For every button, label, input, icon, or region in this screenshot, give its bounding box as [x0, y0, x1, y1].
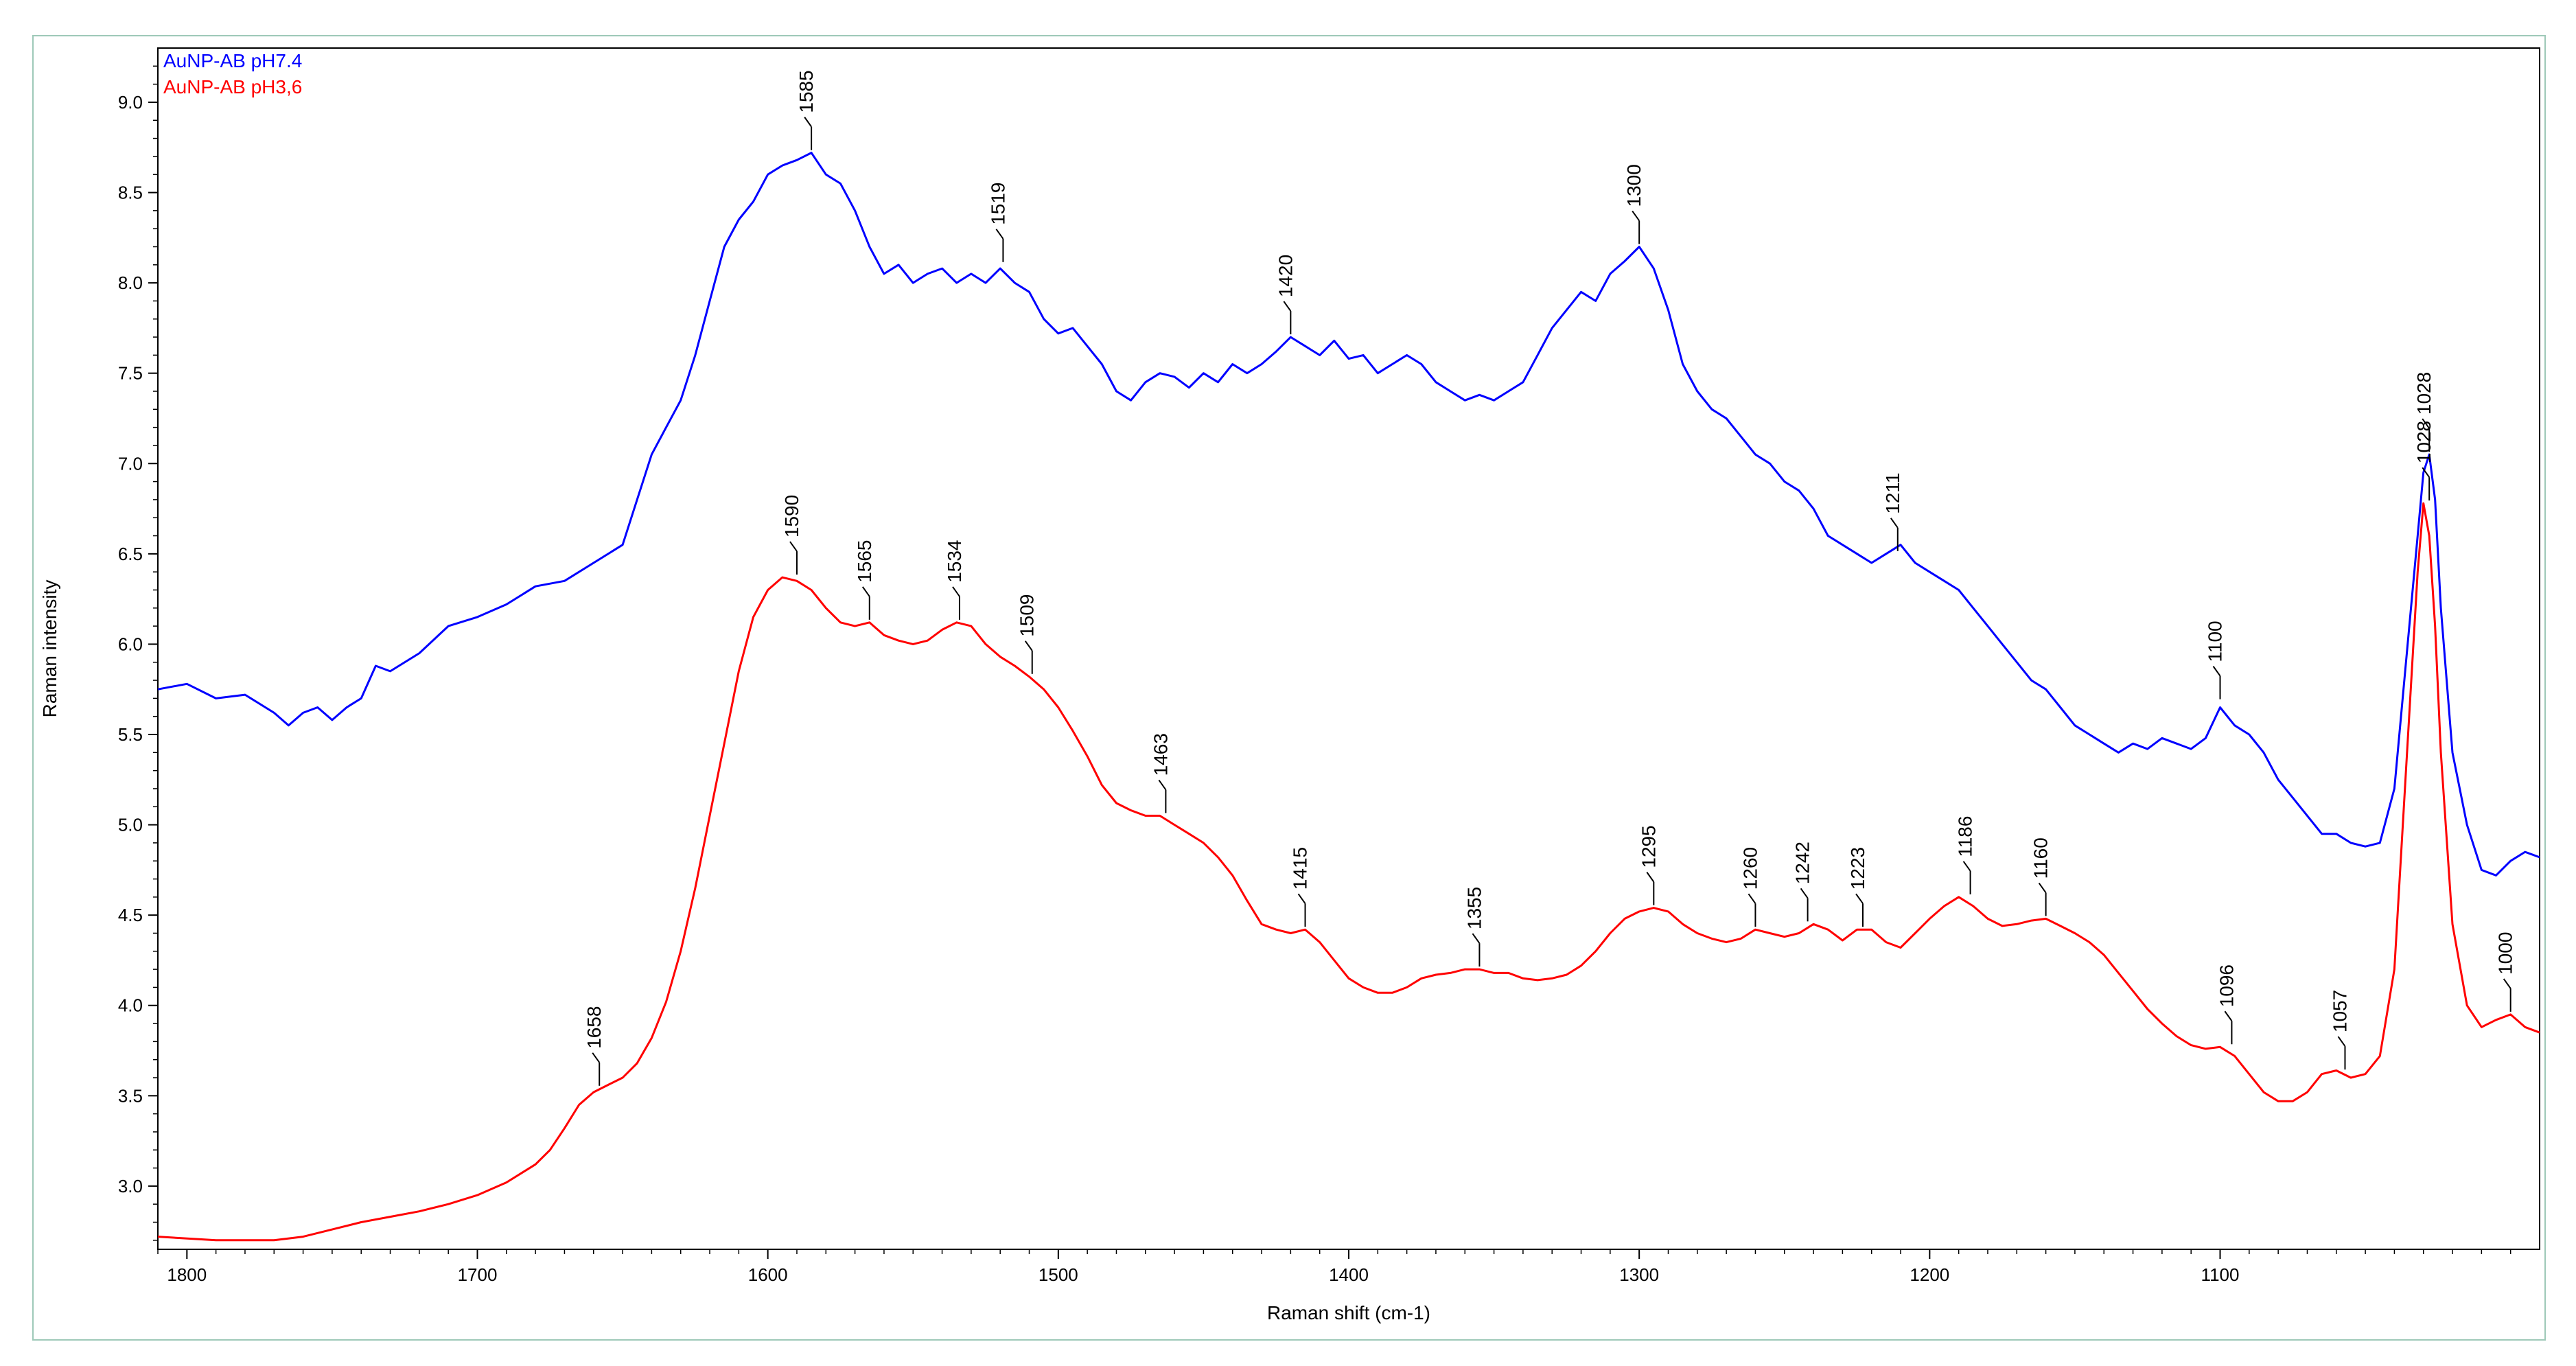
y-tick-label: 7.5: [118, 363, 143, 384]
peak-label: 1509: [1017, 594, 1038, 637]
peak-label: 1534: [944, 540, 965, 583]
series-line-1: [157, 152, 2540, 877]
peak-label: 1415: [1290, 847, 1311, 890]
x-tick-label: 1800: [167, 1264, 207, 1285]
x-tick-label: 1400: [1329, 1264, 1369, 1285]
y-axis: 3.0 3.5 4.0 4.5 5.0 5.5 6.0 6.5 7.0 7.5 8.0 8.5 9.0: [118, 65, 158, 1241]
peak-annotation: 1100: [2205, 621, 2226, 699]
peak-label: 1519: [987, 183, 1008, 225]
peak-annotation: 1028: [2413, 421, 2435, 501]
peak-label: 1096: [2216, 964, 2237, 1007]
peak-label: 1590: [781, 495, 802, 537]
x-axis-title: Raman shift (cm-1): [1267, 1302, 1430, 1323]
y-tick-label: 9.0: [118, 92, 143, 113]
peak-annotation: 1519: [987, 183, 1008, 262]
y-tick-label: 3.0: [118, 1176, 143, 1196]
peak-annotation: 1160: [2030, 837, 2052, 916]
y-tick-label: 5.0: [118, 815, 143, 835]
series-line-2: [157, 502, 2540, 1242]
peak-annotation: 1509: [1017, 594, 1038, 674]
plot-area: [157, 47, 2540, 1250]
peak-annotation: 1223: [1847, 847, 1868, 927]
peak-annotation: 1057: [2330, 990, 2351, 1070]
y-tick-label: 5.5: [118, 724, 143, 745]
peak-label: 1223: [1847, 847, 1868, 890]
peak-annotation: 1295: [1638, 825, 1659, 905]
peak-label: 1565: [854, 540, 875, 583]
peak-annotation: 1463: [1150, 733, 1171, 813]
peak-label: 1300: [1623, 164, 1645, 207]
peak-label: 1057: [2330, 990, 2351, 1032]
peak-annotation: 1028: [2413, 372, 2435, 452]
peak-annotation: 1585: [796, 70, 817, 150]
y-tick-label: 7.0: [118, 453, 143, 474]
y-tick-label: 6.5: [118, 544, 143, 564]
peak-annotation: 1565: [854, 540, 875, 620]
legend: AuNP-AB pH7.4 AuNP-AB pH3,6: [163, 50, 302, 97]
x-tick-label: 1500: [1038, 1264, 1078, 1285]
peak-annotation: 1096: [2216, 964, 2237, 1045]
x-axis: 1800 1700 1600 1500 1400 1300 1200 1100: [157, 1249, 2511, 1285]
peak-label: 1355: [1463, 887, 1485, 929]
peak-label: 1420: [1275, 255, 1296, 297]
x-tick-label: 1700: [458, 1264, 498, 1285]
peak-label: 1260: [1739, 847, 1761, 890]
peak-annotation: 1260: [1739, 847, 1761, 927]
peak-annotation: 1242: [1792, 842, 1813, 922]
series-layer: [157, 152, 2540, 1242]
peak-label: 1028: [2413, 372, 2435, 415]
peak-annotation: 1000: [2495, 932, 2516, 1012]
x-tick-label: 1200: [1910, 1264, 1949, 1285]
peak-annotation: 1590: [781, 495, 802, 575]
legend-entry-1: AuNP-AB pH7.4: [163, 50, 302, 71]
peak-annotation: 1420: [1275, 255, 1296, 335]
x-tick-label: 1300: [1619, 1264, 1659, 1285]
peak-label: 1242: [1792, 842, 1813, 884]
peak-annotation: 1300: [1623, 164, 1645, 244]
y-axis-title: Raman intensity: [39, 580, 60, 718]
peak-annotation: 1186: [1955, 816, 1976, 894]
y-tick-label: 8.5: [118, 183, 143, 203]
peak-annotation: 1211: [1882, 473, 1903, 551]
y-tick-label: 3.5: [118, 1085, 143, 1106]
peak-label: 1000: [2495, 932, 2516, 975]
peak-label: 1211: [1882, 473, 1903, 514]
x-tick-label: 1100: [2201, 1264, 2240, 1285]
peak-annotation: 1355: [1463, 887, 1485, 967]
legend-entry-2: AuNP-AB pH3,6: [163, 76, 302, 97]
peak-label: 1463: [1150, 733, 1171, 776]
peak-label: 1028: [2413, 421, 2435, 463]
y-tick-label: 6.0: [118, 634, 143, 654]
peak-label: 1160: [2030, 837, 2052, 879]
peak-label: 1295: [1638, 825, 1659, 868]
peak-annotations: 1585 1519 1420 1300 1211 1100 1028 1658 1590 1565…: [583, 70, 2516, 1086]
peak-annotation: 1534: [944, 540, 965, 620]
y-tick-label: 8.0: [118, 273, 143, 293]
y-tick-label: 4.5: [118, 905, 143, 925]
peak-label: 1658: [583, 1006, 605, 1049]
peak-label: 1100: [2205, 621, 2226, 662]
y-tick-label: 4.0: [118, 995, 143, 1016]
peak-annotation: 1658: [583, 1006, 605, 1086]
x-tick-label: 1600: [748, 1264, 788, 1285]
peak-label: 1585: [796, 70, 817, 113]
peak-label: 1186: [1955, 816, 1976, 857]
peak-annotation: 1415: [1290, 847, 1311, 927]
